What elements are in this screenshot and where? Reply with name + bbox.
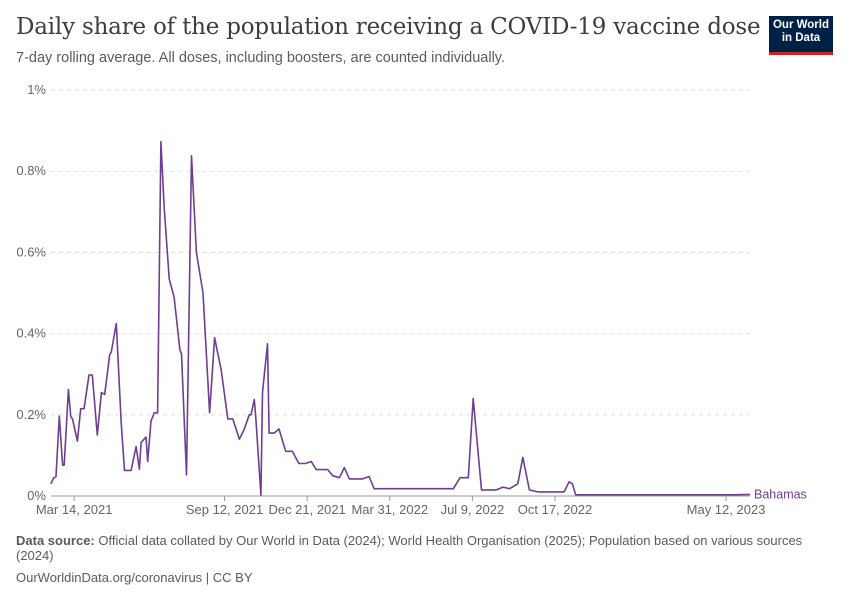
chart-subtitle: 7-day rolling average. All doses, includ… xyxy=(16,50,505,66)
y-tick-label: 0.2% xyxy=(16,407,46,422)
data-source-text: Official data collated by Our World in D… xyxy=(16,533,803,563)
series-line-bahamas xyxy=(50,140,751,496)
owid-logo[interactable]: Our World in Data xyxy=(769,16,833,55)
y-tick-label: 0.6% xyxy=(16,244,46,259)
logo-line-1: Our World xyxy=(772,19,829,31)
y-tick-label: 0.8% xyxy=(16,163,46,178)
footer-url[interactable]: OurWorldinData.org/coronavirus | CC BY xyxy=(16,570,253,585)
y-tick-label: 1% xyxy=(27,82,46,97)
x-tick-label: Mar 31, 2022 xyxy=(351,502,428,517)
x-tick-label: Dec 21, 2021 xyxy=(268,502,345,517)
logo-line-2: in Data xyxy=(781,32,821,44)
series-label-bahamas: Bahamas xyxy=(754,487,807,501)
y-tick-label: 0% xyxy=(27,488,46,503)
x-tick-label: Mar 14, 2021 xyxy=(36,502,113,517)
line-chart: 0% 0.2% 0.4% 0.6% 0.8% 1% Mar 14, 2021 Sep 12, … xyxy=(16,82,807,517)
x-tick-label: Jul 9, 2022 xyxy=(441,502,505,517)
data-source: Data source: Official data collated by O… xyxy=(16,533,806,563)
x-tick-label: Oct 17, 2022 xyxy=(518,502,592,517)
x-tick-label: May 12, 2023 xyxy=(687,502,766,517)
chart-title: Daily share of the population receiving … xyxy=(16,14,761,40)
data-source-label: Data source: xyxy=(16,533,95,548)
x-tick-label: Sep 12, 2021 xyxy=(186,502,263,517)
y-tick-label: 0.4% xyxy=(16,326,46,341)
